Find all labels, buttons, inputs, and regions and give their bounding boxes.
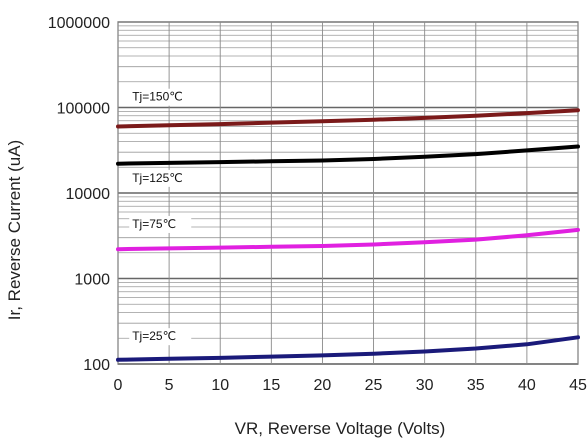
x-tick-label: 30 xyxy=(416,377,434,394)
annotation-bg xyxy=(129,328,192,346)
x-tick-label: 0 xyxy=(114,377,123,394)
series-line-3 xyxy=(116,335,580,362)
annotations: Tj=150℃ Tj=125℃ Tj=75℃ Tj=25℃ xyxy=(129,88,192,346)
series-group xyxy=(116,108,580,362)
x-tick-label: 5 xyxy=(165,377,174,394)
annotation-bg xyxy=(129,169,192,187)
x-tick-label: 15 xyxy=(262,377,280,394)
annotation-bg xyxy=(129,215,192,233)
annotation-label-1: Tj=125℃ xyxy=(132,171,183,185)
y-tick-label: 1000 xyxy=(74,272,110,289)
x-tick-label: 25 xyxy=(365,377,383,394)
x-tick-label: 45 xyxy=(569,377,587,394)
x-tick-label: 35 xyxy=(467,377,485,394)
annotation-bg xyxy=(129,88,192,106)
y-tick-label: 1000000 xyxy=(48,15,110,32)
series-line-1 xyxy=(116,144,580,166)
series-line-0 xyxy=(116,108,580,129)
y-tick-label: 10000 xyxy=(66,186,111,203)
annotation-label-2: Tj=75℃ xyxy=(132,217,176,231)
annotation-label-0: Tj=150℃ xyxy=(132,90,183,104)
x-ticks: 0 5 10 15 20 25 30 35 40 45 xyxy=(114,377,587,394)
y-tick-label: 100000 xyxy=(57,101,110,118)
y-tick-label: 100 xyxy=(83,357,110,374)
annotation-label-3: Tj=25℃ xyxy=(132,329,176,343)
x-tick-label: 20 xyxy=(314,377,332,394)
x-axis-label: VR, Reverse Voltage (Volts) xyxy=(235,419,446,438)
x-tick-label: 10 xyxy=(211,377,229,394)
y-axis-label: Ir, Reverse Current (uA) xyxy=(5,140,24,320)
y-ticks: 100 1000 10000 100000 1000000 xyxy=(48,15,110,374)
series-line-2 xyxy=(116,227,580,252)
x-tick-label: 40 xyxy=(518,377,536,394)
grid xyxy=(117,21,579,365)
